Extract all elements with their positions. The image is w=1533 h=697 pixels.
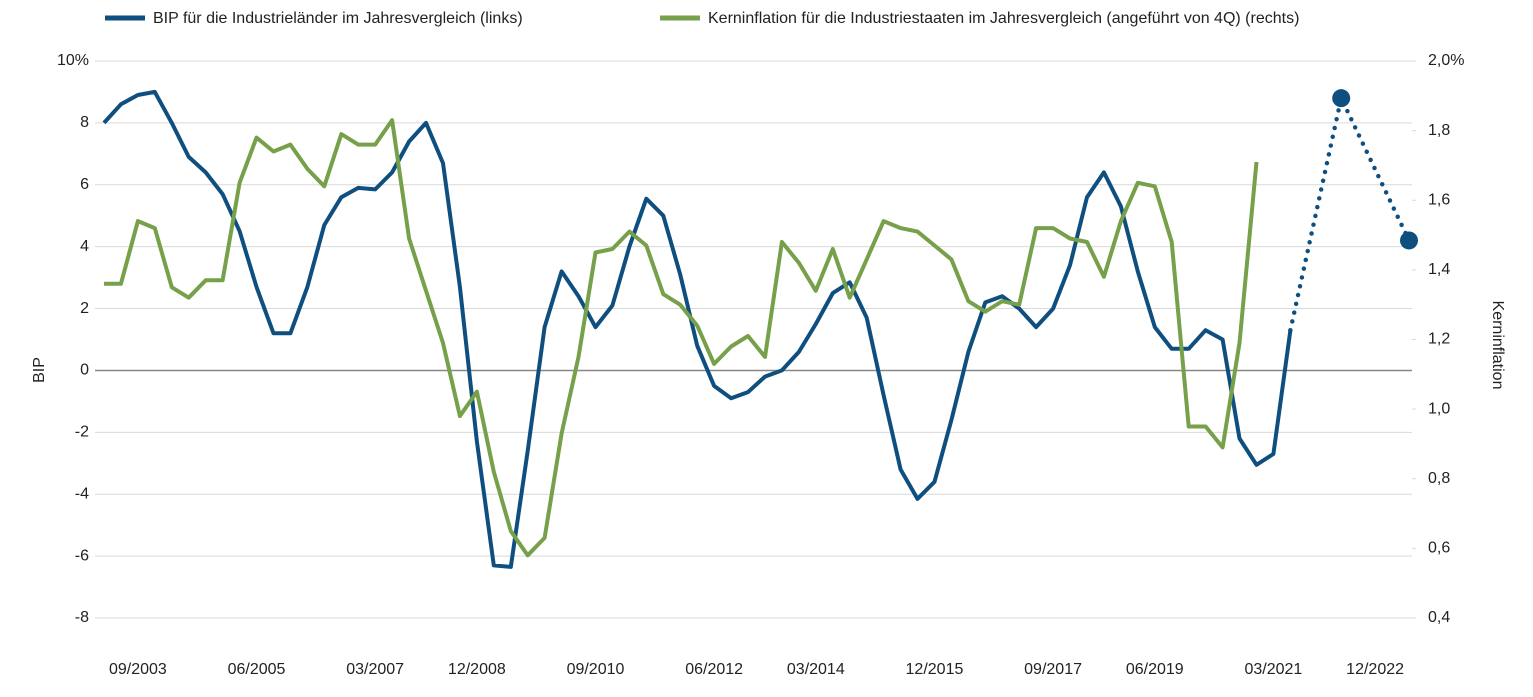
y-tick-label: 10% — [57, 52, 89, 69]
y-tick-label: 2 — [80, 300, 89, 317]
y-tick-label: 4 — [80, 238, 89, 255]
projection-line — [1288, 91, 1412, 333]
y2-tick-label: 0,4 — [1428, 609, 1450, 626]
legend-label: BIP für die Industrieländer im Jahresver… — [153, 10, 523, 27]
y-tick-label: -4 — [75, 485, 89, 502]
y2-axis-title: Kerninflation — [1489, 301, 1506, 390]
projection-marker — [1332, 89, 1351, 108]
x-tick-label: 03/2021 — [1244, 661, 1302, 678]
series-line — [104, 118, 1259, 558]
x-tick-label: 06/2012 — [685, 661, 743, 678]
y2-tick-label: 2,0% — [1428, 52, 1464, 69]
y-tick-label: -6 — [75, 547, 89, 564]
x-tick-label: 12/2022 — [1346, 661, 1404, 678]
y-tick-label: -2 — [75, 424, 89, 441]
x-tick-label: 03/2007 — [346, 661, 404, 678]
x-tick-label: 12/2008 — [448, 661, 506, 678]
y2-tick-label: 0,8 — [1428, 470, 1450, 487]
y-tick-label: 8 — [80, 114, 89, 131]
y-tick-label: 6 — [80, 176, 89, 193]
x-tick-label: 09/2010 — [567, 661, 625, 678]
series-line — [102, 89, 1293, 569]
x-tick-label: 03/2014 — [787, 661, 845, 678]
y-tick-label: -8 — [75, 609, 89, 626]
y2-tick-label: 1,2 — [1428, 331, 1450, 348]
y2-tick-label: 1,4 — [1428, 261, 1450, 278]
y2-tick-label: 1,8 — [1428, 122, 1450, 139]
y-axis-title: BIP — [31, 357, 48, 383]
y-tick-label: 0 — [80, 362, 89, 379]
x-tick-label: 12/2015 — [906, 661, 964, 678]
y2-tick-label: 1,6 — [1428, 191, 1450, 208]
legend-label: Kerninflation für die Industriestaaten i… — [708, 10, 1299, 27]
x-tick-label: 06/2019 — [1126, 661, 1184, 678]
y2-tick-label: 0,6 — [1428, 540, 1450, 557]
x-tick-label: 06/2005 — [228, 661, 286, 678]
x-tick-label: 09/2017 — [1024, 661, 1082, 678]
projection-marker — [1400, 231, 1418, 250]
x-tick-label: 09/2003 — [109, 661, 167, 678]
y2-tick-label: 1,0 — [1428, 400, 1450, 417]
